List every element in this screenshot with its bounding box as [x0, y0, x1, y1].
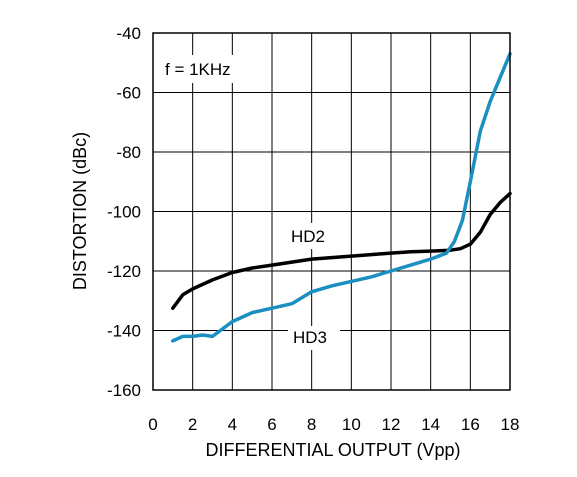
x-tick-labels: 0 2 4 6 8 10 12 14 16 18: [148, 415, 519, 434]
y-axis-title: DISTORTION (dBc): [70, 132, 90, 290]
x-tick-label: 6: [267, 415, 276, 434]
series-line-hd3: [171, 52, 512, 343]
hd3-series-label: HD3: [293, 328, 327, 347]
y-tick-labels: -40 -60 -80 -100 -120 -140 -160: [107, 24, 141, 400]
x-tick-label: 2: [188, 415, 197, 434]
series-line-hd2: [171, 191, 512, 310]
x-tick-label: 10: [342, 415, 361, 434]
hd2-label-bg: [286, 223, 338, 249]
x-tick-label: 12: [382, 415, 401, 434]
y-tick-label: -80: [116, 143, 141, 162]
series-lines: [171, 52, 512, 343]
x-tick-label: 18: [501, 415, 520, 434]
hd3-label-bg: [288, 326, 340, 350]
x-tick-label: 0: [148, 415, 157, 434]
y-tick-label: -120: [107, 262, 141, 281]
x-tick-label: 4: [228, 415, 237, 434]
condition-label: f = 1KHz: [165, 60, 231, 79]
y-tick-label: -160: [107, 381, 141, 400]
hd2-series-label: HD2: [291, 227, 325, 246]
plot-frame: [152, 32, 511, 391]
condition-label-bg: [158, 55, 248, 83]
x-axis-title: DIFFERENTIAL OUTPUT (Vpp): [205, 440, 460, 460]
y-tick-label: -140: [107, 322, 141, 341]
y-tick-label: -40: [116, 24, 141, 43]
y-tick-label: -100: [107, 203, 141, 222]
x-tick-label: 14: [421, 415, 440, 434]
x-tick-label: 8: [307, 415, 316, 434]
x-tick-label: 16: [461, 415, 480, 434]
y-tick-label: -60: [116, 84, 141, 103]
